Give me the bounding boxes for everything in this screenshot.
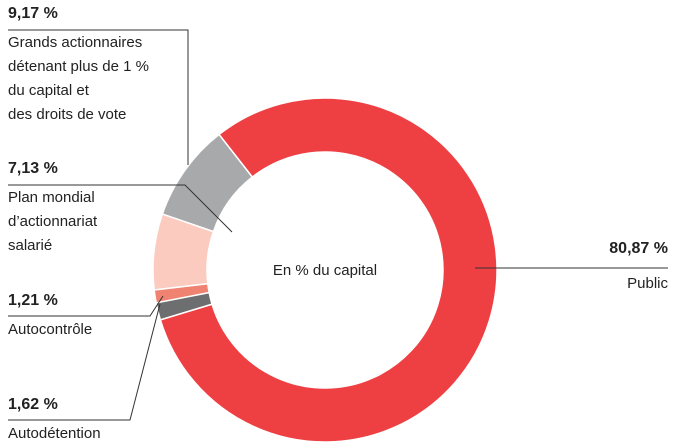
center-label: En % du capital — [273, 262, 377, 279]
donut-segment — [153, 282, 211, 304]
category-label: Public — [627, 275, 668, 292]
donut-segment — [155, 291, 214, 321]
category-label: Plan mondial d’actionnariat salarié — [8, 189, 98, 254]
value-label: 1,21 % — [8, 292, 58, 309]
donut-segment — [152, 213, 215, 291]
leader-line — [8, 184, 233, 233]
leader-line — [8, 303, 161, 421]
donut-segment — [159, 97, 498, 443]
value-label: 1,62 % — [8, 396, 58, 413]
leader-line — [8, 29, 189, 165]
category-label: Grands actionnaires détenant plus de 1 %… — [8, 34, 149, 123]
category-label: Autodétention — [8, 425, 101, 442]
value-label: 9,17 % — [8, 5, 58, 22]
category-label: Autocontrôle — [8, 321, 93, 338]
leader-line — [8, 295, 164, 317]
value-label: 80,87 % — [609, 240, 668, 257]
value-label: 7,13 % — [8, 160, 58, 177]
